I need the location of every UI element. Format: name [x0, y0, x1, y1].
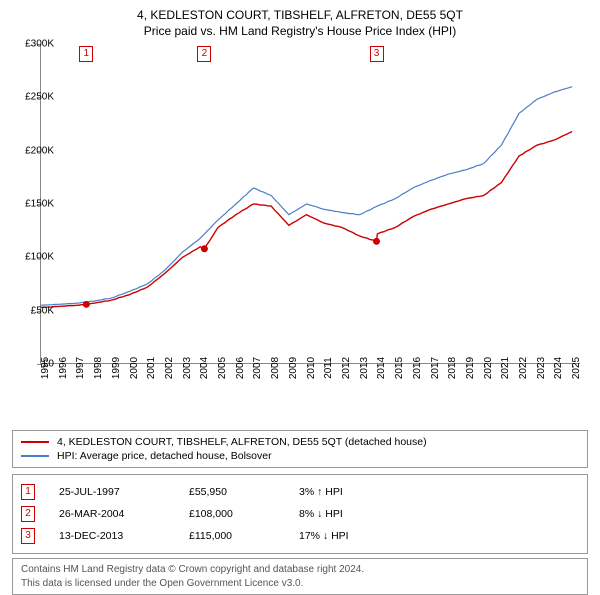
sale-dot [201, 245, 208, 252]
x-tick-label: 2010 [306, 357, 317, 379]
x-tick-label: 2007 [252, 357, 263, 379]
sale-dot [83, 301, 90, 308]
event-date: 26-MAR-2004 [59, 508, 189, 520]
x-tick-label: 2011 [323, 357, 334, 379]
x-tick-label: 2024 [553, 357, 564, 379]
x-tick-label: 2020 [483, 357, 494, 379]
x-tick-label: 2014 [376, 357, 387, 379]
x-tick-label: 2023 [536, 357, 547, 379]
x-tick-label: 2009 [288, 357, 299, 379]
chart-title: 4, KEDLESTON COURT, TIBSHELF, ALFRETON, … [0, 0, 600, 22]
plot-svg [41, 44, 581, 364]
x-tick-label: 2022 [518, 357, 529, 379]
event-diff: 3% ↑ HPI [299, 486, 343, 498]
sale-marker-box: 2 [197, 46, 211, 62]
sale-marker-box: 3 [370, 46, 384, 62]
legend-label: HPI: Average price, detached house, Bols… [57, 450, 272, 462]
legend-item: HPI: Average price, detached house, Bols… [21, 449, 579, 463]
x-tick-label: 1995 [40, 357, 51, 379]
x-tick-label: 2002 [164, 357, 175, 379]
attribution-line1: Contains HM Land Registry data © Crown c… [21, 563, 579, 577]
event-date: 13-DEC-2013 [59, 530, 189, 542]
x-tick-label: 1998 [93, 357, 104, 379]
attribution: Contains HM Land Registry data © Crown c… [12, 558, 588, 595]
event-price: £108,000 [189, 508, 299, 520]
x-tick-label: 2021 [500, 357, 511, 379]
x-tick-label: 2013 [359, 357, 370, 379]
event-date: 25-JUL-1997 [59, 486, 189, 498]
x-tick-label: 2016 [412, 357, 423, 379]
series-hpi [41, 87, 572, 306]
y-tick-label: £100K [25, 252, 54, 263]
x-tick-label: 2008 [270, 357, 281, 379]
y-tick-label: £150K [25, 199, 54, 210]
sale-marker-box: 1 [79, 46, 93, 62]
chart-subtitle: Price paid vs. HM Land Registry's House … [0, 22, 600, 44]
x-tick-label: 2015 [394, 357, 405, 379]
event-price: £55,950 [189, 486, 299, 498]
plot-region: 1 2 3 [40, 44, 580, 364]
x-tick-label: 2000 [129, 357, 140, 379]
x-tick-label: 1997 [75, 357, 86, 379]
event-diff: 8% ↓ HPI [299, 508, 343, 520]
legend-swatch [21, 441, 49, 443]
chart-area: 123 £0£50K£100K£150K£200K£250K£300K19951… [40, 44, 600, 394]
event-marker: 3 [21, 528, 35, 544]
legend-item: 4, KEDLESTON COURT, TIBSHELF, ALFRETON, … [21, 435, 579, 449]
legend-label: 4, KEDLESTON COURT, TIBSHELF, ALFRETON, … [57, 436, 427, 448]
x-tick-label: 2017 [430, 357, 441, 379]
x-tick-label: 2001 [146, 357, 157, 379]
y-tick-label: £50K [31, 305, 54, 316]
x-tick-label: 2019 [465, 357, 476, 379]
y-tick-label: £200K [25, 145, 54, 156]
x-tick-label: 2025 [571, 357, 582, 379]
event-marker: 2 [21, 506, 35, 522]
y-tick-label: £250K [25, 92, 54, 103]
legend-swatch [21, 455, 49, 457]
event-diff: 17% ↓ HPI [299, 530, 349, 542]
x-tick-label: 2004 [199, 357, 210, 379]
event-row: 2 26-MAR-2004£108,0008% ↓ HPI [21, 503, 579, 525]
x-tick-label: 2018 [447, 357, 458, 379]
sale-events: 1 25-JUL-1997£55,9503% ↑ HPI 2 26-MAR-2004£… [12, 474, 588, 554]
x-tick-label: 2005 [217, 357, 228, 379]
event-row: 3 13-DEC-2013£115,00017% ↓ HPI [21, 525, 579, 547]
event-marker: 1 [21, 484, 35, 500]
x-tick-label: 2003 [182, 357, 193, 379]
sale-dot [373, 238, 380, 245]
event-row: 1 25-JUL-1997£55,9503% ↑ HPI [21, 481, 579, 503]
chart-container: 4, KEDLESTON COURT, TIBSHELF, ALFRETON, … [0, 0, 600, 590]
x-tick-label: 1999 [111, 357, 122, 379]
event-price: £115,000 [189, 530, 299, 542]
x-tick-label: 2006 [235, 357, 246, 379]
y-tick-label: £300K [25, 39, 54, 50]
series-prop [41, 132, 572, 308]
legend: 4, KEDLESTON COURT, TIBSHELF, ALFRETON, … [12, 430, 588, 468]
x-tick-label: 2012 [341, 357, 352, 379]
attribution-line2: This data is licensed under the Open Gov… [21, 577, 579, 591]
x-tick-label: 1996 [58, 357, 69, 379]
